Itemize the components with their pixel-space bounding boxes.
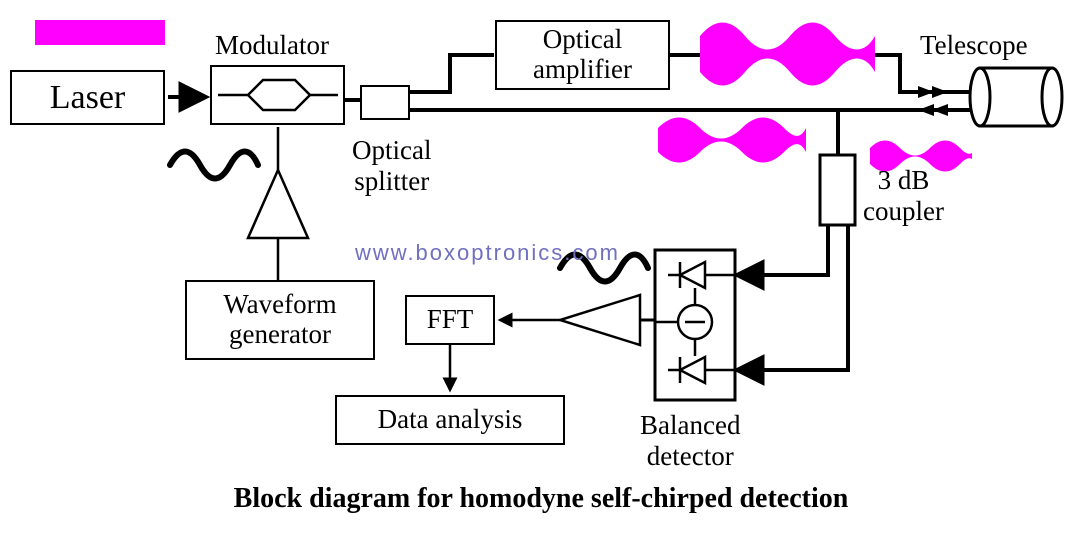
amplifier-box: Optical amplifier bbox=[495, 20, 670, 90]
splitter-label: Optical splitter bbox=[352, 135, 431, 197]
laser-label: Laser bbox=[50, 79, 126, 116]
watermark-text: www.boxoptronics.com bbox=[355, 240, 620, 266]
coupler-to-det-bot bbox=[738, 225, 848, 370]
telescope-cylinder bbox=[970, 68, 1062, 126]
coupler-label: 3 dB coupler bbox=[863, 165, 944, 227]
magenta-bar bbox=[35, 20, 165, 45]
black-sine-left bbox=[170, 152, 258, 179]
magenta-wave-mid bbox=[658, 118, 806, 163]
data-box: Data analysis bbox=[335, 395, 565, 445]
caption-text: Block diagram for homodyne self-chirped … bbox=[0, 483, 1082, 515]
telescope-label: Telescope bbox=[920, 30, 1028, 61]
fft-box: FFT bbox=[405, 295, 495, 345]
modulator-box bbox=[210, 65, 345, 125]
fft-label: FFT bbox=[427, 305, 474, 335]
laser-box: Laser bbox=[10, 70, 165, 125]
amplifier-label: Optical amplifier bbox=[497, 25, 668, 84]
modulator-label: Modulator bbox=[215, 30, 329, 61]
magenta-wave-top bbox=[700, 23, 875, 86]
detector-label: Balanced detector bbox=[640, 410, 740, 472]
coupler-box bbox=[820, 155, 855, 225]
splitter-box bbox=[360, 85, 410, 120]
waveform-box: Waveform generator bbox=[185, 280, 375, 360]
coupler-to-det-top bbox=[738, 225, 828, 275]
data-label: Data analysis bbox=[378, 405, 523, 435]
top-triangle-amp bbox=[248, 170, 308, 238]
mid-triangle-amp bbox=[560, 295, 640, 345]
diagram-container: { "canvas": { "width": 1082, "height": 5… bbox=[0, 0, 1082, 542]
waveform-label: Waveform generator bbox=[187, 290, 373, 349]
path-splitter-amp bbox=[410, 55, 494, 92]
